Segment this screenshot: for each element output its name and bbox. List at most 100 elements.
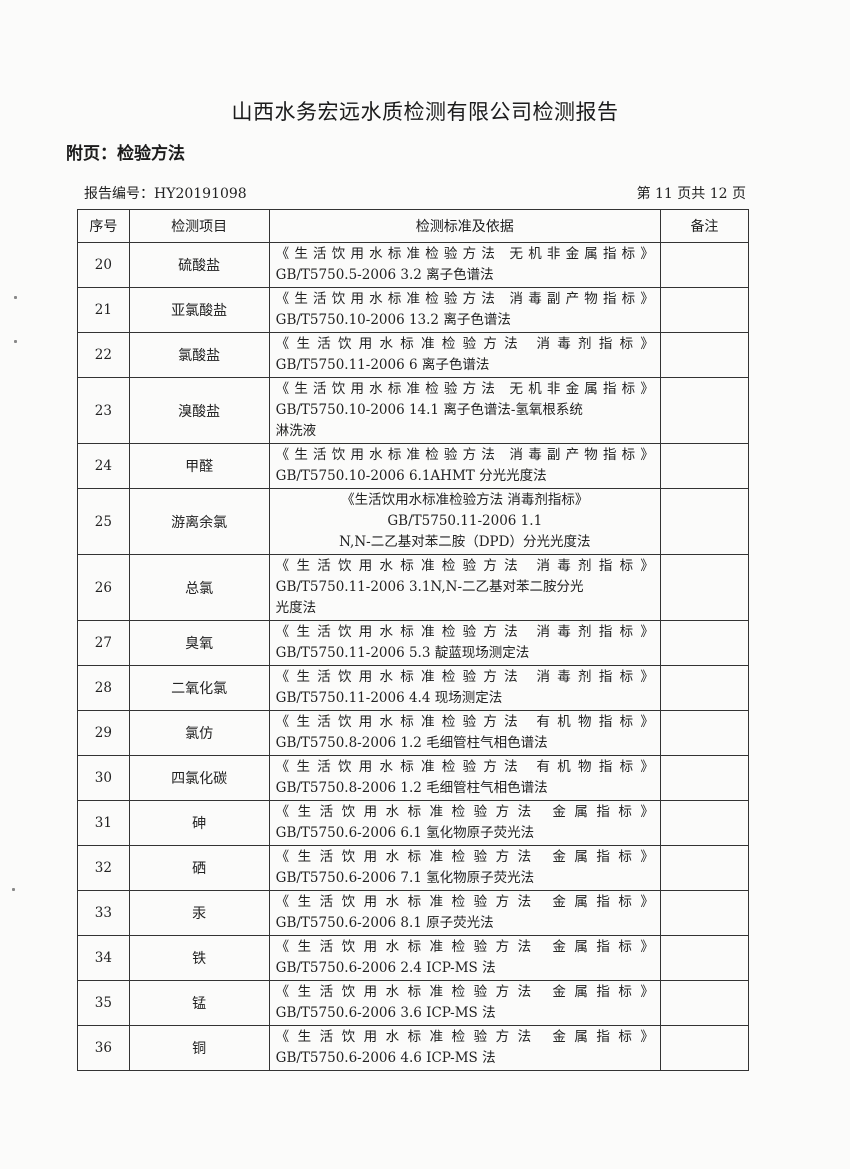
test-standard: 《生活饮用水标准检验方法 消毒剂指标》 GB/T5750.11-2006 5.3 …	[268, 620, 661, 666]
standard-line: GB/T5750.6-2006 7.1 氢化物原子荧光法	[275, 870, 535, 886]
row-number: 30	[77, 755, 130, 801]
table-row: 28 二氧化氯 《生活饮用水标准检验方法 消毒剂指标》 GB/T5750.11-200…	[77, 665, 750, 711]
table-row: 26 总氯 《生活饮用水标准检验方法 消毒剂指标》 GB/T5750.11-2006 …	[77, 554, 750, 621]
standard-line: 光度法	[275, 600, 317, 616]
standard-line: 《生活饮用水标准检验方法 无机非金属指标》	[275, 246, 654, 262]
standard-line: GB/T5750.6-2006 4.6 ICP-MS 法	[275, 1050, 496, 1066]
standard-line: GB/T5750.6-2006 3.6 ICP-MS 法	[275, 1005, 496, 1021]
test-item: 锰	[128, 980, 270, 1026]
table-row: 27 臭氧 《生活饮用水标准检验方法 消毒剂指标》 GB/T5750.11-2006 …	[77, 620, 750, 666]
standard-line: 《生活饮用水标准检验方法 有机物指标》	[275, 714, 654, 730]
row-number: 33	[77, 890, 130, 936]
standard-line: N,N-二乙基对苯二胺（DPD）分光光度法	[339, 534, 591, 550]
row-number: 31	[77, 800, 130, 846]
remarks	[659, 665, 750, 711]
test-item: 二氧化氯	[128, 665, 270, 711]
row-number: 32	[77, 845, 130, 891]
test-standard: 《生活饮用水标准检验方法 无机非金属指标》 GB/T5750.5-2006 3.2…	[268, 242, 661, 288]
test-item: 铜	[128, 1025, 270, 1071]
test-standard: 《生活饮用水标准检验方法 有机物指标》 GB/T5750.8-2006 1.2 毛…	[268, 710, 661, 756]
test-item: 四氯化碳	[128, 755, 270, 801]
table-row: 21 亚氯酸盐 《生活饮用水标准检验方法 消毒副产物指标》 GB/T5750.10-2…	[77, 287, 750, 333]
row-number: 34	[77, 935, 130, 981]
test-standard: 《生活饮用水标准检验方法 金属指标》 GB/T5750.6-2006 2.4 IC…	[268, 935, 661, 981]
remarks	[659, 377, 750, 444]
table-row: 22 氯酸盐 《生活饮用水标准检验方法 消毒剂指标》 GB/T5750.11-2006…	[77, 332, 750, 378]
standard-line: GB/T5750.10-2006 6.1AHMT 分光光度法	[275, 468, 547, 484]
remarks	[659, 554, 750, 621]
standard-line: 《生活饮用水标准检验方法 金属指标》	[275, 849, 654, 865]
table-header-row: 序号 检测项目 检测标准及依据 备注	[77, 209, 750, 243]
standard-line: 《生活饮用水标准检验方法 金属指标》	[275, 984, 654, 1000]
test-standard: 《生活饮用水标准检验方法 金属指标》 GB/T5750.6-2006 7.1 氢化…	[268, 845, 661, 891]
test-standard: 《生活饮用水标准检验方法 消毒剂指标》 GB/T5750.11-2006 4.4 …	[268, 665, 661, 711]
row-number: 21	[77, 287, 130, 333]
remarks	[659, 845, 750, 891]
test-standard: 《生活饮用水标准检验方法 消毒剂指标》 GB/T5750.11-2006 6 离子…	[268, 332, 661, 378]
standard-line: GB/T5750.11-2006 5.3 靛蓝现场测定法	[275, 645, 530, 661]
standard-line: GB/T5750.6-2006 8.1 原子荧光法	[275, 915, 494, 931]
test-standard: 《生活饮用水标准检验方法 金属指标》 GB/T5750.6-2006 8.1 原子…	[268, 890, 661, 936]
column-header-remarks: 备注	[659, 209, 750, 243]
standard-line: 《生活饮用水标准检验方法 金属指标》	[275, 804, 654, 820]
table-row: 30 四氯化碳 《生活饮用水标准检验方法 有机物指标》 GB/T5750.8-2006…	[77, 755, 750, 801]
standard-line: 《生活饮用水标准检验方法 消毒剂指标》	[275, 336, 654, 352]
row-number: 20	[77, 242, 130, 288]
table-row: 35 锰《生活饮用水标准检验方法 金属指标》 GB/T5750.6-2006 3.6…	[77, 980, 750, 1026]
test-item: 总氯	[128, 554, 270, 621]
row-number: 25	[77, 488, 130, 555]
row-number: 26	[77, 554, 130, 621]
standard-line: GB/T5750.11-2006 3.1N,N-二乙基对苯二胺分光	[275, 579, 584, 595]
remarks	[659, 755, 750, 801]
column-header-number: 序号	[77, 209, 130, 243]
standard-line: 淋洗液	[275, 423, 317, 439]
remarks	[659, 332, 750, 378]
test-methods-table: 序号 检测项目 检测标准及依据 备注 20 硫酸盐 《生活饮用水标准检验方法 无机非…	[77, 209, 750, 1071]
scan-speck	[14, 296, 17, 299]
test-item: 氯酸盐	[128, 332, 270, 378]
standard-line: GB/T5750.11-2006 4.4 现场测定法	[275, 690, 503, 706]
row-number: 35	[77, 980, 130, 1026]
table-row: 24 甲醛 《生活饮用水标准检验方法 消毒副产物指标》 GB/T5750.10-200…	[77, 443, 750, 489]
test-standard: 《生活饮用水标准检验方法 消毒剂指标》 GB/T5750.11-2006 3.1N…	[268, 554, 661, 621]
row-number: 24	[77, 443, 130, 489]
column-header-item: 检测项目	[128, 209, 270, 243]
report-title: 山西水务宏远水质检测有限公司检测报告	[231, 100, 619, 124]
standard-line: 《生活饮用水标准检验方法 金属指标》	[275, 1029, 654, 1045]
row-number: 28	[77, 665, 130, 711]
table-row: 33 汞《生活饮用水标准检验方法 金属指标》 GB/T5750.6-2006 8.1…	[77, 890, 750, 936]
test-standard: 《生活饮用水标准检验方法 消毒副产物指标》 GB/T5750.10-2006 13…	[268, 287, 661, 333]
remarks	[659, 935, 750, 981]
test-standard: 《生活饮用水标准检验方法 金属指标》 GB/T5750.6-2006 6.1 氢化…	[268, 800, 661, 846]
scan-speck	[14, 340, 17, 343]
standard-line: 《生活饮用水标准检验方法 消毒剂指标》	[275, 669, 654, 685]
remarks	[659, 1025, 750, 1071]
test-item: 亚氯酸盐	[128, 287, 270, 333]
remarks	[659, 242, 750, 288]
standard-line: 《生活饮用水标准检验方法 消毒副产物指标》	[275, 447, 654, 463]
standard-line: GB/T5750.8-2006 1.2 毛细管柱气相色谱法	[275, 735, 548, 751]
standard-line: GB/T5750.10-2006 13.2 离子色谱法	[275, 312, 511, 328]
row-number: 27	[77, 620, 130, 666]
table-row: 36 铜《生活饮用水标准检验方法 金属指标》 GB/T5750.6-2006 4.6…	[77, 1025, 750, 1071]
test-item: 铁	[128, 935, 270, 981]
standard-line: 《生活饮用水标准检验方法 有机物指标》	[275, 759, 654, 775]
remarks	[659, 287, 750, 333]
remarks	[659, 620, 750, 666]
remarks	[659, 443, 750, 489]
page-info: 第 11 页共 12 页	[636, 186, 746, 202]
report-number: 报告编号：HY20191098	[84, 186, 247, 202]
test-item: 溴酸盐	[128, 377, 270, 444]
remarks	[659, 488, 750, 555]
test-item: 臭氧	[128, 620, 270, 666]
table-row: 20 硫酸盐 《生活饮用水标准检验方法 无机非金属指标》 GB/T5750.5-200…	[77, 242, 750, 288]
standard-line: GB/T5750.10-2006 14.1 离子色谱法-氢氧根系统	[275, 402, 583, 418]
test-item: 汞	[128, 890, 270, 936]
row-number: 23	[77, 377, 130, 444]
standard-line: GB/T5750.11-2006 1.1	[387, 513, 543, 529]
test-standard: 《生活饮用水标准检验方法 消毒副产物指标》 GB/T5750.10-2006 6.…	[268, 443, 661, 489]
standard-line: GB/T5750.8-2006 1.2 毛细管柱气相色谱法	[275, 780, 548, 796]
table-row: 31 砷《生活饮用水标准检验方法 金属指标》 GB/T5750.6-2006 6.1…	[77, 800, 750, 846]
test-item: 硒	[128, 845, 270, 891]
standard-line: GB/T5750.11-2006 6 离子色谱法	[275, 357, 490, 373]
